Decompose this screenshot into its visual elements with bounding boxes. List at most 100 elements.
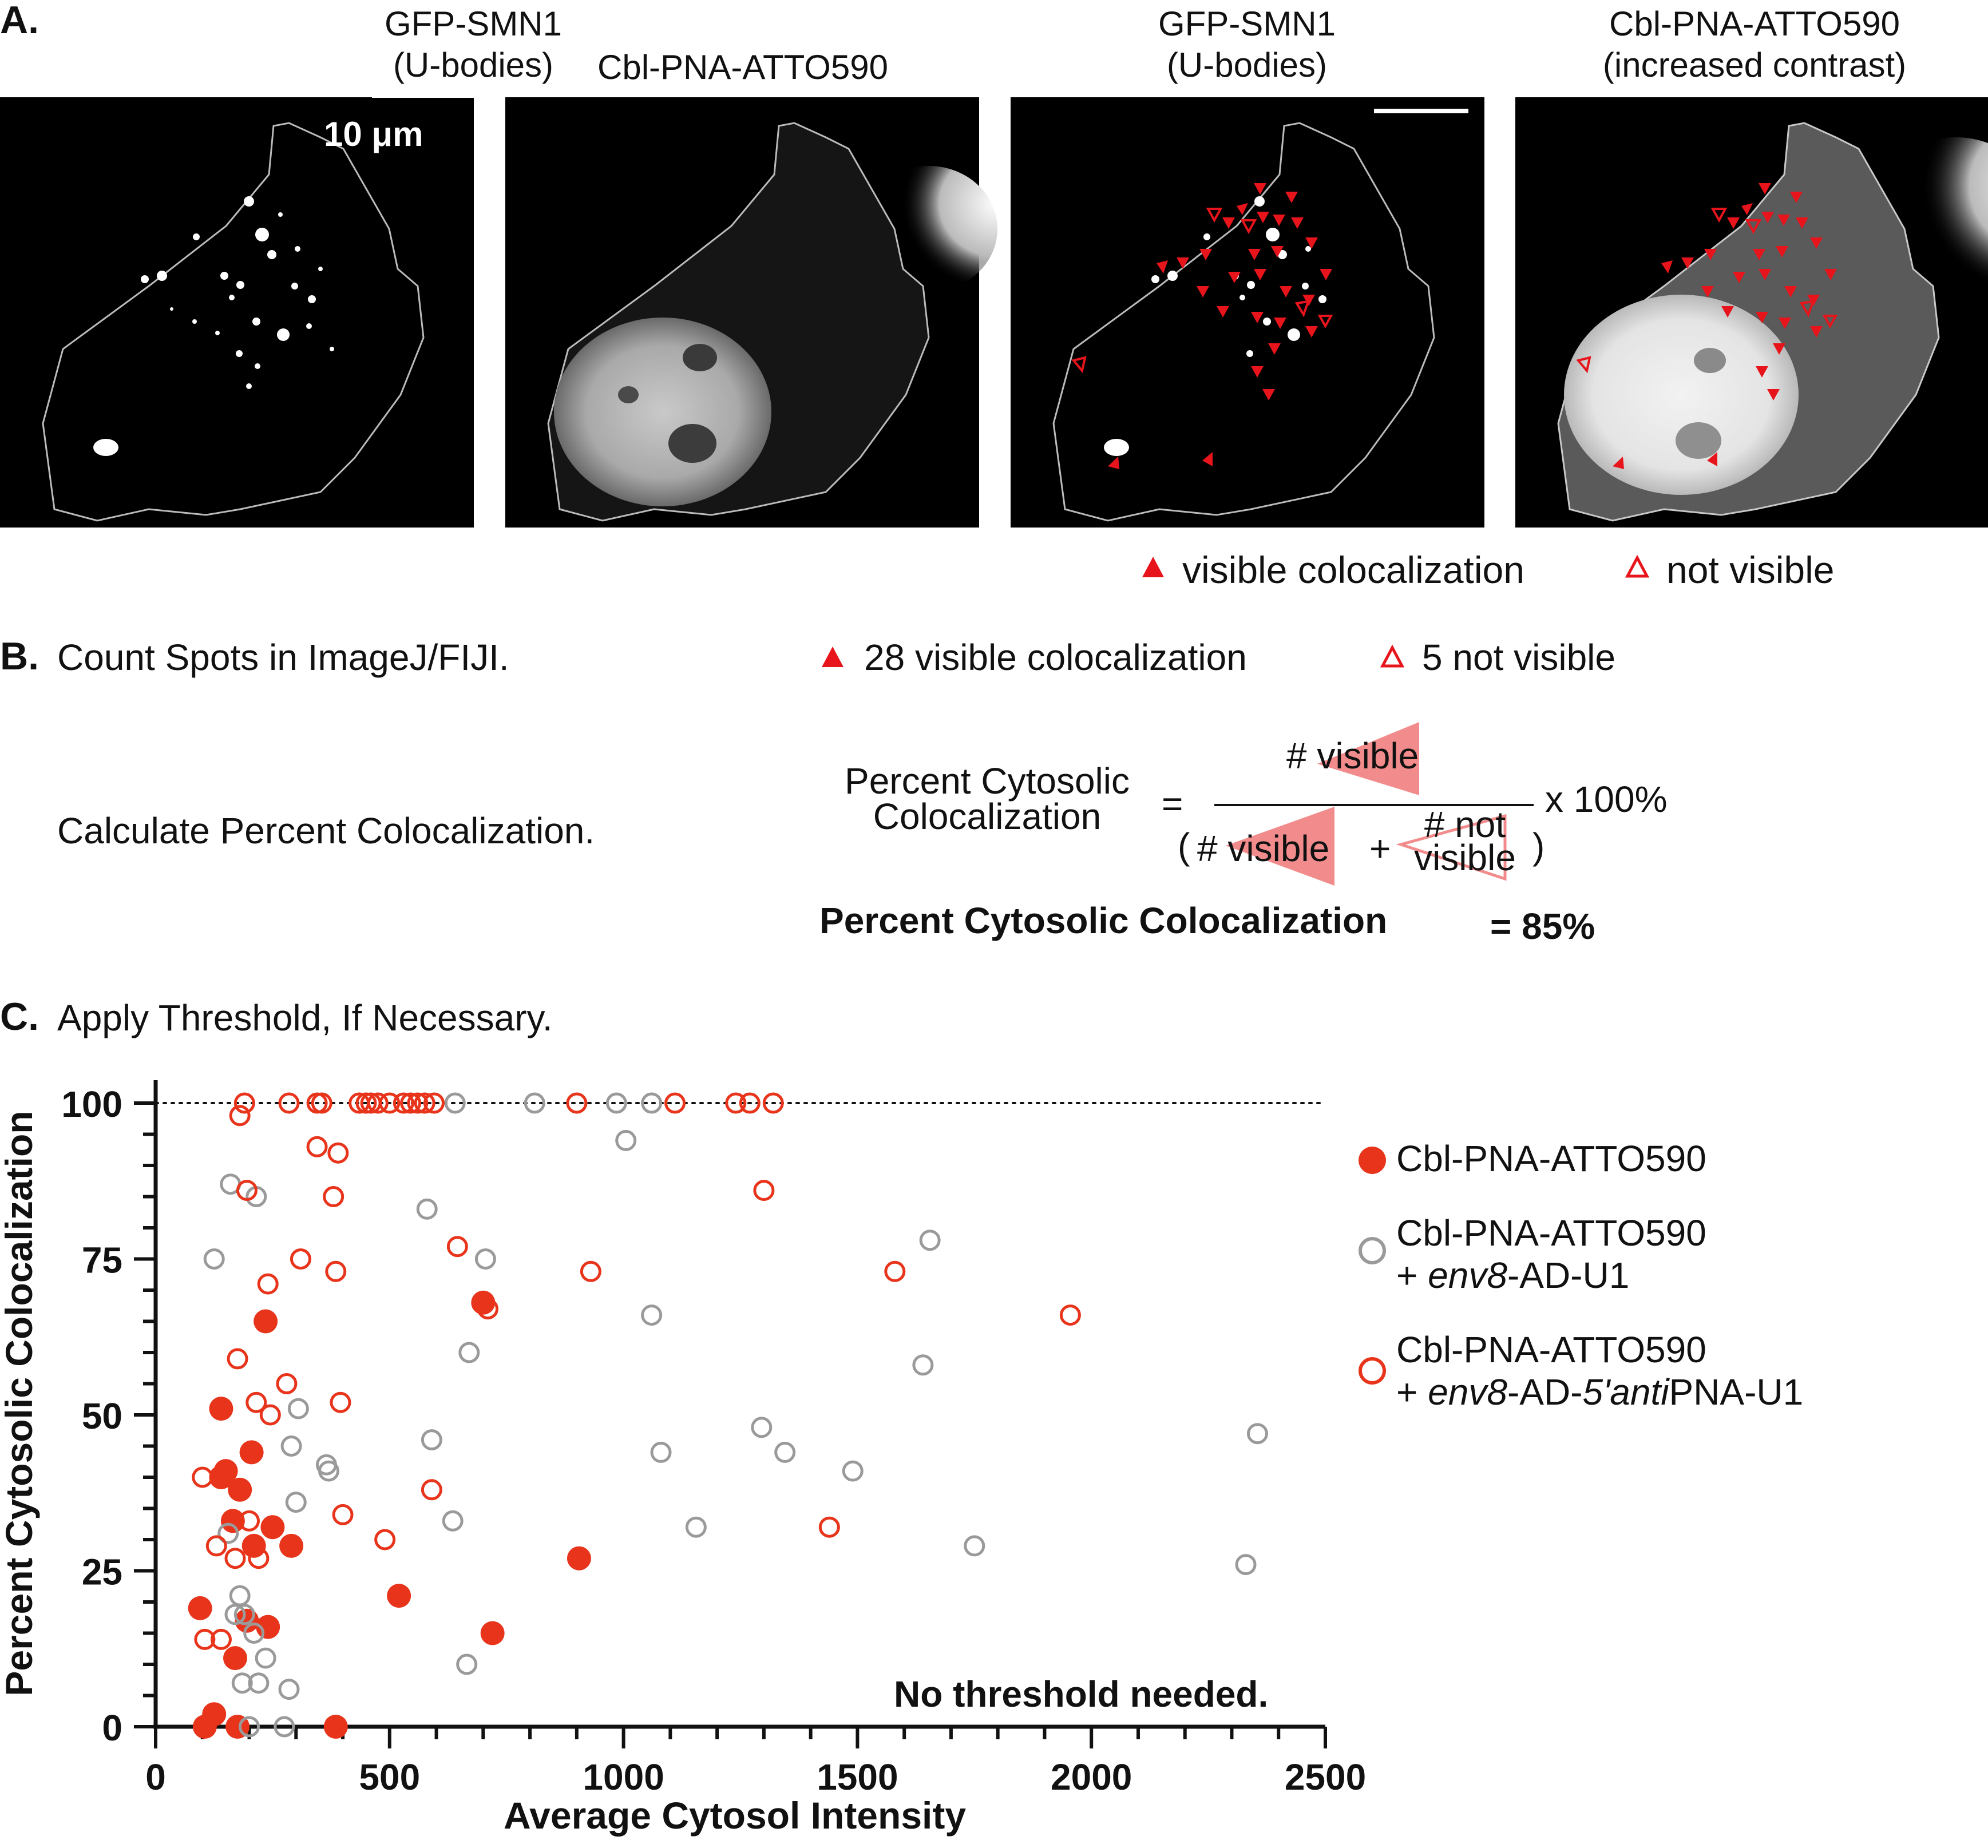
data-point-series-3 [257, 1273, 279, 1295]
filled-triangle-icon [1317, 722, 1419, 795]
data-point-series-2 [842, 1460, 864, 1482]
micrograph-atto [505, 97, 997, 528]
legend-marker-open-gray [1359, 1237, 1386, 1264]
y-tick-label: 100 [61, 1084, 122, 1125]
formula-den-close: ) [1532, 826, 1545, 867]
formula-lhs-line2: Colocalization [873, 796, 1102, 837]
data-point-series-3 [446, 1236, 468, 1258]
data-point-series-3 [725, 1092, 747, 1114]
micrograph-gfp [0, 97, 474, 528]
formula-lhs-line1: Percent Cytosolic [845, 760, 1130, 802]
micrograph-atto-annotated [1515, 97, 1988, 528]
y-tick-label: 75 [82, 1240, 122, 1281]
x-axis-title: Average Cytosol Intensity [504, 1794, 966, 1837]
y-tick-label: 50 [82, 1395, 122, 1437]
step-count-spots: Count Spots in ImageJ/FIJI. [57, 637, 509, 678]
data-point-series-3 [229, 1105, 251, 1127]
data-point-series-1 [260, 1515, 285, 1540]
image-3-title: GFP-SMN1 (U-bodies) [1009, 3, 1484, 86]
data-point-series-2 [1235, 1554, 1257, 1576]
data-point-series-3 [311, 1092, 332, 1114]
data-point-series-2 [774, 1441, 796, 1463]
data-point-series-2 [224, 1604, 246, 1625]
data-point-series-3 [762, 1092, 784, 1114]
data-point-series-2 [248, 1672, 270, 1694]
data-point-series-1 [188, 1596, 212, 1620]
data-point-series-2 [605, 1092, 627, 1114]
data-point-series-2 [416, 1198, 438, 1220]
data-point-series-1 [209, 1397, 233, 1421]
x-tick-label: 1500 [817, 1756, 898, 1798]
formula-equals: = [1162, 783, 1183, 824]
data-point-series-2 [685, 1516, 707, 1538]
data-point-series-2 [278, 1679, 300, 1700]
data-point-series-3 [259, 1404, 281, 1426]
legend-marker-filled-red [1359, 1147, 1386, 1174]
y-tick-label: 25 [82, 1552, 122, 1593]
formula-den-visible: # visible [1197, 828, 1330, 869]
threshold-annotation: No threshold needed. [894, 1673, 1269, 1715]
data-point-series-2 [203, 1248, 225, 1270]
data-point-series-3 [580, 1260, 601, 1282]
data-point-series-3 [423, 1092, 445, 1114]
data-point-series-2 [217, 1522, 239, 1544]
data-point-series-2 [456, 1653, 478, 1675]
data-point-series-3 [330, 1391, 351, 1413]
data-point-series-2 [641, 1092, 663, 1114]
legend-series-2: Cbl-PNA-ATTO590 + env8-AD-U1 [1396, 1212, 1706, 1296]
data-point-series-3 [239, 1510, 260, 1532]
data-point-series-1 [323, 1715, 348, 1739]
data-point-series-1 [241, 1533, 266, 1558]
x-tick-label: 0 [145, 1756, 166, 1798]
filled-triangle-icon [822, 647, 843, 667]
data-point-series-1 [239, 1440, 264, 1465]
data-point-series-1 [480, 1621, 505, 1645]
data-point-series-2 [285, 1492, 307, 1513]
legend-series-1: Cbl-PNA-ATTO590 [1396, 1138, 1706, 1179]
data-point-series-3 [884, 1260, 906, 1282]
count-not-visible: 5 not visible [1422, 637, 1615, 678]
data-point-series-1 [387, 1584, 411, 1608]
data-point-series-1 [254, 1309, 278, 1334]
data-point-series-3 [205, 1535, 227, 1557]
data-point-series-3 [374, 1529, 396, 1550]
data-point-series-1 [223, 1646, 247, 1671]
data-point-series-3 [367, 1092, 389, 1114]
data-point-series-3 [414, 1092, 435, 1114]
legend-series-3: Cbl-PNA-ATTO590 + env8-AD-5'antiPNA-U1 [1396, 1329, 1804, 1413]
image-3-title-line2: (U-bodies) [1166, 46, 1328, 84]
data-point-series-3 [276, 1373, 298, 1394]
image-4-title-line1: Cbl-PNA-ATTO590 [1609, 5, 1900, 43]
data-point-series-3 [248, 1548, 270, 1569]
data-point-series-2 [229, 1585, 251, 1607]
panel-b-letter: B. [0, 634, 39, 678]
data-point-series-1 [567, 1546, 591, 1571]
data-point-series-2 [458, 1342, 480, 1363]
data-point-series-2 [231, 1672, 253, 1694]
data-point-series-3 [379, 1092, 401, 1114]
data-point-series-3 [407, 1092, 429, 1114]
data-point-series-2 [964, 1535, 985, 1557]
data-point-series-2 [280, 1435, 302, 1457]
count-visible: 28 visible colocalization [864, 637, 1247, 678]
open-triangle-icon [1396, 814, 1507, 881]
data-point-series-3 [332, 1504, 354, 1525]
image-1-title-line2: (U-bodies) [393, 46, 554, 84]
open-triangle-icon [1625, 554, 1650, 578]
data-point-series-3 [327, 1142, 349, 1164]
filled-triangle-icon [1226, 807, 1334, 886]
data-point-series-1 [209, 1465, 233, 1489]
image-4-title: Cbl-PNA-ATTO590 (increased contrast) [1517, 3, 1988, 86]
data-point-series-2 [444, 1092, 466, 1114]
data-point-series-3 [227, 1348, 248, 1370]
data-point-series-3 [739, 1092, 761, 1114]
data-point-series-3 [210, 1628, 232, 1650]
filled-triangle-icon [1142, 557, 1164, 577]
x-tick-label: 2500 [1285, 1756, 1366, 1798]
panel-c-letter: C. [0, 995, 39, 1038]
formula-graphics [1214, 722, 1534, 886]
formula-times: x 100% [1545, 779, 1668, 820]
